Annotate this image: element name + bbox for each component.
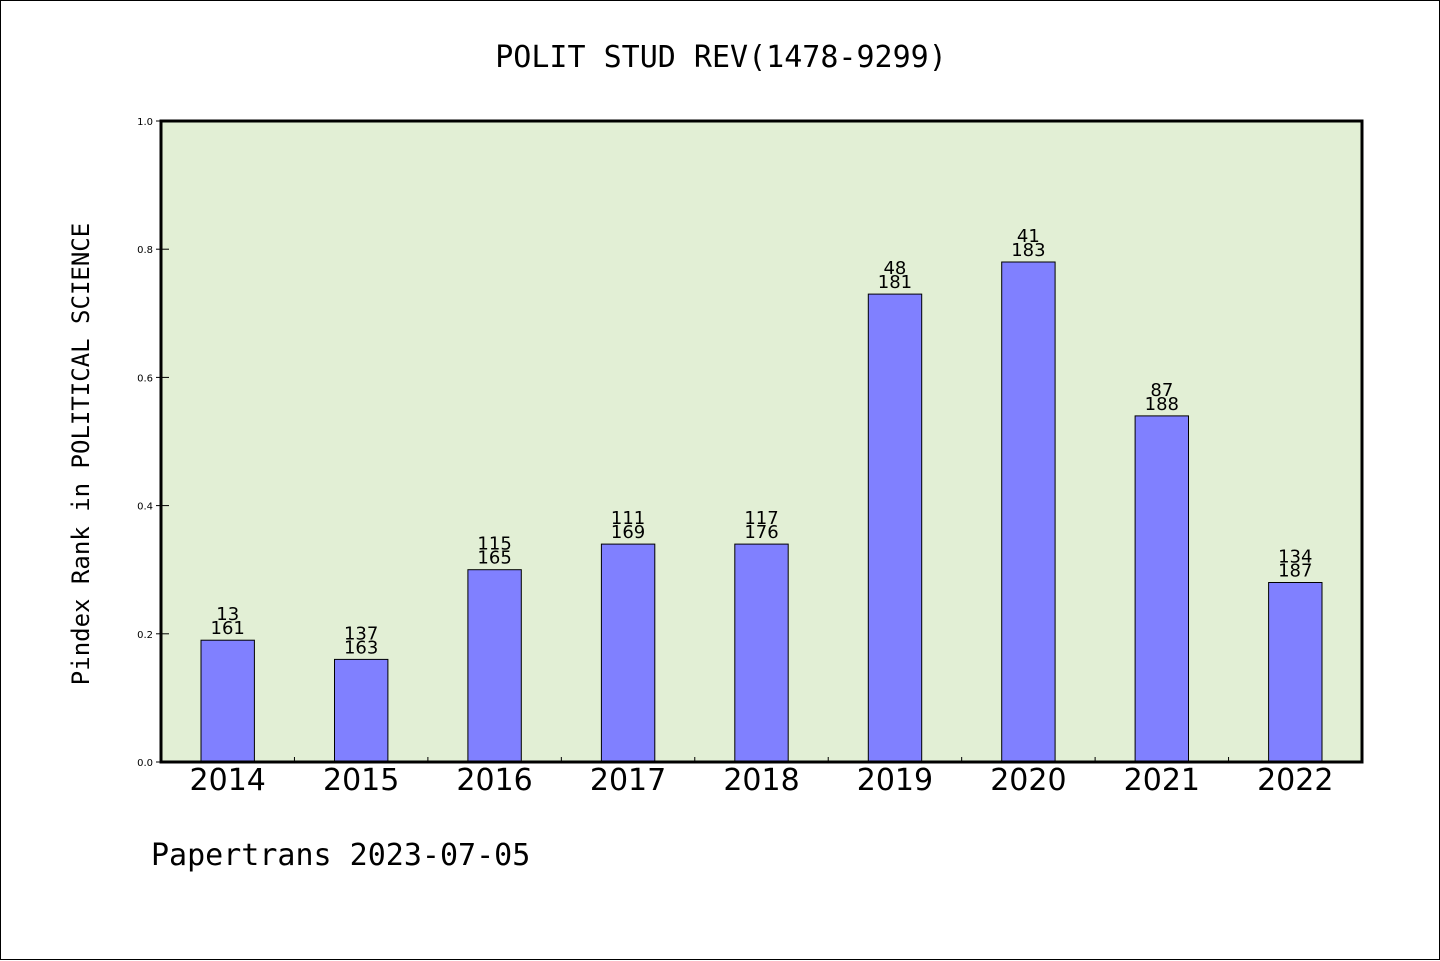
footer-text: Papertrans 2023-07-05 [151, 838, 530, 873]
data-label-total-2014: 161 [211, 618, 245, 639]
data-label-total-2015: 163 [344, 637, 378, 658]
bar-group [200, 261, 1323, 763]
data-label-rank-2019: 48 [883, 258, 906, 279]
data-label-rank-2021: 87 [1150, 380, 1173, 401]
y-tick-label: 0.0 [137, 758, 153, 769]
data-label-total-2018: 176 [744, 522, 778, 543]
data-label-total-2019: 181 [878, 272, 912, 293]
bar-2016 [467, 569, 522, 763]
data-label-total-2017: 169 [611, 522, 645, 543]
y-tick-label: 1.0 [137, 117, 153, 128]
x-axis: 2014 2015 2016 2017 2018 2019 2020 2021 2022 [190, 757, 1333, 798]
y-tick-label: 0.4 [137, 502, 153, 513]
bar-2019 [867, 293, 923, 763]
x-tick-label-2018: 2018 [723, 763, 799, 798]
chart-title: POLIT STUD REV(1478-9299) [495, 40, 947, 75]
data-label-total-2021: 188 [1145, 394, 1179, 415]
data-label-rank-2020: 41 [1017, 226, 1040, 247]
bar-2014 [200, 639, 255, 763]
bar-2018 [734, 543, 789, 763]
data-label-rank-2016: 115 [477, 534, 511, 555]
bar-2021 [1134, 415, 1189, 763]
x-tick-label-2015: 2015 [323, 763, 399, 798]
y-tick-label: 0.8 [137, 245, 153, 256]
data-label-total-2016: 165 [477, 548, 511, 569]
x-tick-label-2020: 2020 [990, 763, 1066, 798]
x-tick-label-2022: 2022 [1257, 763, 1333, 798]
y-axis-label: Pindex Rank in POLITICAL SCIENCE [67, 223, 95, 685]
y-tick-label: 0.2 [137, 630, 153, 641]
x-tick-label-2016: 2016 [456, 763, 532, 798]
bar-2017 [600, 543, 656, 763]
data-label-rank-2014: 13 [216, 604, 239, 625]
y-tick-label: 0.6 [137, 373, 153, 384]
x-tick-label-2017: 2017 [590, 763, 666, 798]
bar-2022 [1268, 582, 1323, 763]
data-label-rank-2018: 117 [744, 508, 778, 529]
data-label-rank-2015: 137 [344, 623, 378, 644]
x-tick-label-2019: 2019 [857, 763, 933, 798]
data-label-rank-2017: 111 [611, 508, 645, 529]
data-label-total-2020: 183 [1011, 240, 1045, 261]
x-tick-label-2014: 2014 [190, 763, 266, 798]
data-label-total-2022: 187 [1278, 561, 1312, 582]
x-tick-label-2021: 2021 [1124, 763, 1200, 798]
plot-border [159, 119, 1364, 764]
bar-2015 [334, 658, 389, 763]
data-label-rank-2022: 134 [1278, 547, 1312, 568]
bar-2020 [1001, 261, 1056, 763]
